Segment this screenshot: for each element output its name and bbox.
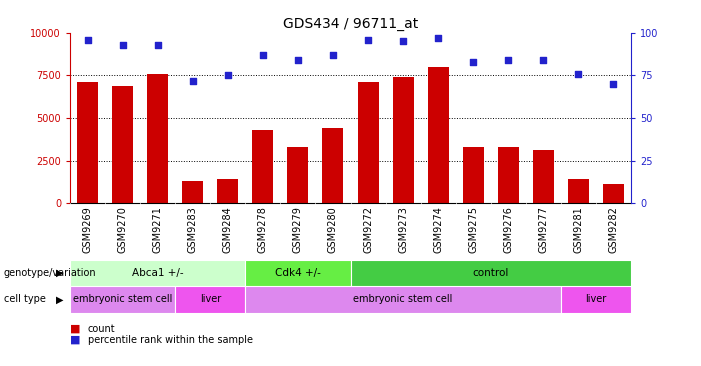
Text: GSM9280: GSM9280: [328, 206, 338, 253]
Point: [292, 57, 304, 63]
Text: GSM9275: GSM9275: [468, 206, 478, 253]
Bar: [322, 128, 343, 203]
Bar: [498, 147, 519, 203]
Bar: [245, 286, 561, 313]
Text: GSM9277: GSM9277: [538, 206, 548, 253]
Text: GSM9270: GSM9270: [118, 206, 128, 253]
Text: genotype/variation: genotype/variation: [4, 268, 96, 278]
Text: GSM9269: GSM9269: [83, 206, 93, 253]
Bar: [568, 179, 589, 203]
Bar: [393, 77, 414, 203]
Point: [362, 37, 374, 43]
Bar: [603, 184, 624, 203]
Text: GSM9273: GSM9273: [398, 206, 408, 253]
Text: control: control: [472, 268, 509, 278]
Point: [538, 57, 549, 63]
Text: percentile rank within the sample: percentile rank within the sample: [88, 335, 252, 345]
Bar: [182, 181, 203, 203]
Bar: [245, 260, 350, 286]
Text: cell type: cell type: [4, 294, 46, 305]
Point: [433, 35, 444, 41]
Text: liver: liver: [585, 294, 606, 305]
Text: ▶: ▶: [55, 294, 63, 305]
Text: GSM9272: GSM9272: [363, 206, 373, 253]
Text: GSM9276: GSM9276: [503, 206, 513, 253]
Text: GSM9283: GSM9283: [188, 206, 198, 253]
Point: [503, 57, 514, 63]
Text: embryonic stem cell: embryonic stem cell: [73, 294, 172, 305]
Text: liver: liver: [200, 294, 221, 305]
Text: GSM9284: GSM9284: [223, 206, 233, 253]
Point: [608, 81, 619, 87]
Point: [397, 38, 409, 44]
Text: count: count: [88, 324, 115, 334]
Text: GSM9281: GSM9281: [573, 206, 583, 253]
Text: ▶: ▶: [55, 268, 63, 278]
Text: ■: ■: [70, 335, 81, 345]
Bar: [561, 286, 631, 313]
Text: GSM9271: GSM9271: [153, 206, 163, 253]
Text: GSM9274: GSM9274: [433, 206, 443, 253]
Point: [222, 72, 233, 78]
Point: [82, 37, 93, 43]
Text: ■: ■: [70, 324, 81, 334]
Point: [573, 71, 584, 77]
Text: GSM9282: GSM9282: [608, 206, 618, 253]
Bar: [70, 286, 175, 313]
Bar: [358, 82, 379, 203]
Bar: [463, 147, 484, 203]
Point: [468, 59, 479, 65]
Bar: [175, 286, 245, 313]
Point: [152, 42, 163, 48]
Bar: [350, 260, 631, 286]
Text: Cdk4 +/-: Cdk4 +/-: [275, 268, 321, 278]
Text: embryonic stem cell: embryonic stem cell: [353, 294, 453, 305]
Bar: [70, 260, 245, 286]
Bar: [77, 82, 98, 203]
Text: GSM9278: GSM9278: [258, 206, 268, 253]
Bar: [252, 130, 273, 203]
Bar: [112, 86, 133, 203]
Text: Abca1 +/-: Abca1 +/-: [132, 268, 184, 278]
Bar: [217, 179, 238, 203]
Bar: [147, 74, 168, 203]
Title: GDS434 / 96711_at: GDS434 / 96711_at: [283, 16, 418, 30]
Point: [257, 52, 268, 58]
Point: [117, 42, 128, 48]
Point: [187, 78, 198, 83]
Bar: [533, 150, 554, 203]
Point: [327, 52, 339, 58]
Bar: [428, 67, 449, 203]
Bar: [287, 147, 308, 203]
Text: GSM9279: GSM9279: [293, 206, 303, 253]
